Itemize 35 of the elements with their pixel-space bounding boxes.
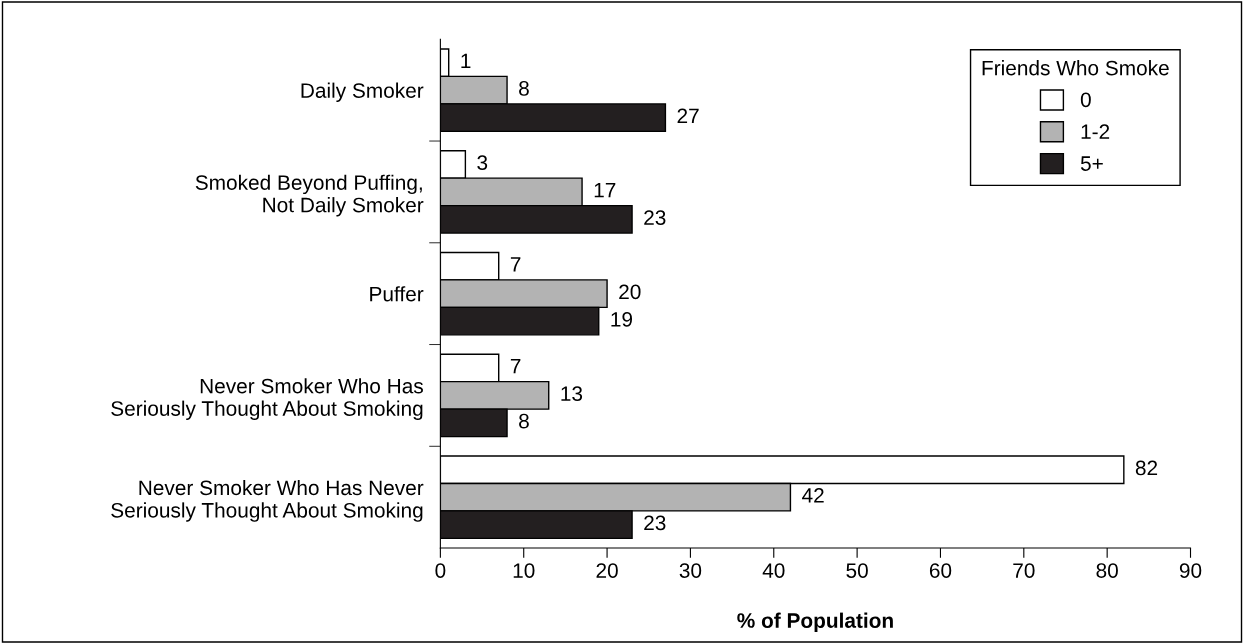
x-tick-label: 60: [929, 563, 952, 578]
x-tick-label: 80: [1096, 563, 1118, 578]
data-label: 17: [594, 182, 616, 198]
x-tick-label: 90: [1179, 563, 1202, 578]
data-label: 3: [477, 155, 488, 171]
legend-label: 1-2: [1081, 124, 1110, 139]
data-label: 13: [561, 386, 583, 402]
data-label: 8: [519, 81, 529, 96]
data-label: 7: [510, 359, 521, 374]
data-label: 23: [644, 515, 666, 531]
legend-label: 5+: [1080, 156, 1103, 171]
legend-label: 0: [1080, 92, 1091, 108]
y-tick-label: Daily Smoker: [301, 82, 424, 103]
data-label: 20: [619, 284, 641, 300]
y-tick-label: Never Smoker Who Has Seriously Thought About Smoking: [111, 378, 423, 421]
data-label: 19: [611, 311, 633, 327]
x-axis-title: % of Population: [737, 612, 893, 633]
x-tick-label: 50: [846, 563, 868, 578]
data-label: 8: [519, 413, 529, 429]
data-label: 27: [677, 108, 699, 124]
y-tick-label: Never Smoker Who Has Never Seriously Thought About Smoking: [111, 479, 424, 522]
y-tick-label: Puffer: [370, 286, 424, 302]
data-label: 1: [461, 53, 471, 69]
data-label: 82: [1135, 460, 1158, 476]
x-tick-label: 40: [762, 563, 785, 578]
x-tick-label: 20: [596, 563, 618, 578]
x-tick-label: 10: [513, 563, 535, 578]
data-label: 23: [644, 210, 666, 225]
x-tick-label: 30: [679, 563, 702, 578]
x-tick-label: 0: [435, 563, 446, 578]
x-tick-label: 70: [1013, 563, 1035, 578]
data-label: 42: [802, 488, 824, 503]
y-tick-label: Smoked Beyond Puffing, Not Daily Smoker: [195, 174, 424, 217]
legend-title: Friends Who Smoke: [982, 60, 1169, 76]
data-label: 7: [510, 257, 521, 272]
